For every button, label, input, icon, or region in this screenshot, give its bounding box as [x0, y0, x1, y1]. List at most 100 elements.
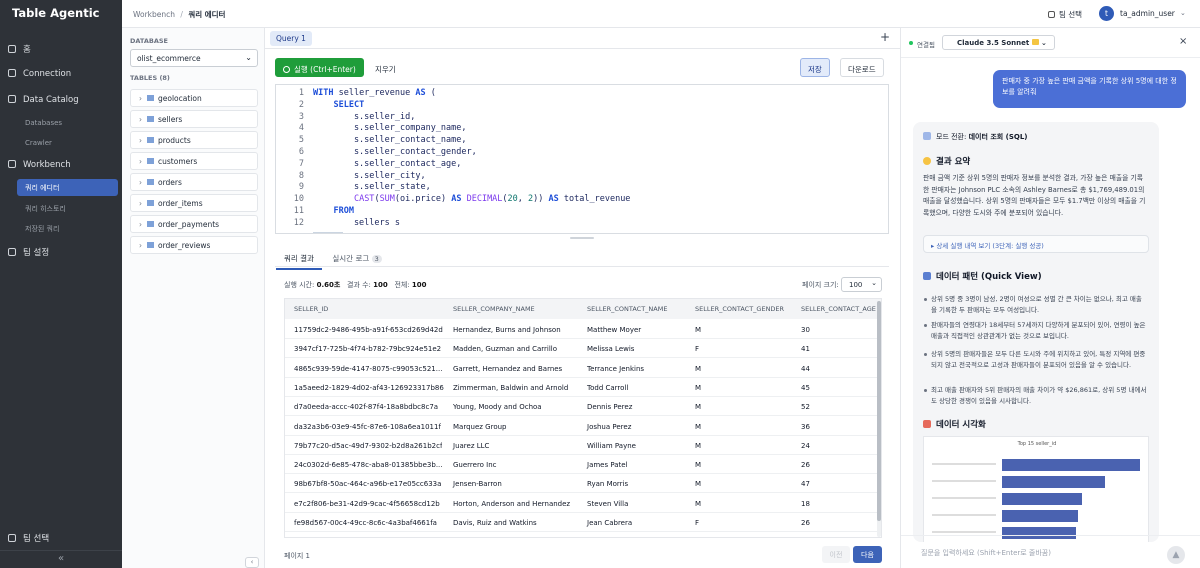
user-name[interactable]: ta_admin_user: [1120, 9, 1175, 18]
table-item[interactable]: › orders: [130, 173, 258, 191]
table-item[interactable]: › order_items: [130, 194, 258, 212]
stat-value: 0.60초: [316, 281, 341, 289]
nav-item[interactable]: Connection: [8, 69, 71, 79]
table-cell: M: [695, 364, 702, 373]
nav-label: 팀 설정: [23, 248, 50, 258]
close-button[interactable]: ×: [1179, 36, 1188, 47]
database-name: olist_ecommerce: [137, 54, 201, 63]
page-size-select[interactable]: 100 ⌄: [841, 277, 882, 292]
table-item[interactable]: › customers: [130, 152, 258, 170]
line-number: 9: [298, 182, 304, 193]
send-button[interactable]: ▲: [1167, 546, 1185, 564]
nav-sub-item[interactable]: 쿼리 히스토리: [25, 205, 66, 213]
model-name: Claude 3.5 Sonnet: [957, 39, 1030, 47]
table-cell: 24: [801, 441, 810, 450]
table-item[interactable]: › geolocation: [130, 89, 258, 107]
row-divider: [285, 357, 881, 359]
resize-handle[interactable]: [570, 237, 594, 239]
line-number: 3: [298, 111, 304, 122]
table-cell: 4865c939-59de-4147-8075-c99053c521...: [294, 364, 443, 373]
download-button[interactable]: 다운로드: [840, 58, 884, 77]
chevron[interactable]: ⌄: [1180, 9, 1186, 17]
table-cell: Matthew Moyer: [587, 326, 642, 334]
add-tab[interactable]: +: [880, 30, 891, 44]
table-cell: 1a5aeed2-1829-4d02-af43-126923317b86: [294, 383, 444, 392]
row-divider: [285, 511, 881, 513]
table-cell: Ryan Morris: [587, 480, 629, 489]
line-number: 2: [298, 99, 304, 110]
nav-sub-item-active[interactable]: 쿼리 에디터: [17, 179, 118, 196]
summary-text: 판매 금액 기준 상위 5명의 판매자 정보를 분석한 결과, 가장 높은 매출…: [923, 174, 1146, 217]
run-label: 실행 (Ctrl+Enter): [294, 65, 356, 74]
column-header[interactable]: SELLER_CONTACT_GENDER: [695, 305, 785, 313]
table-cell: M: [695, 383, 702, 392]
line-number: 6: [298, 147, 304, 157]
column-header[interactable]: SELLER_COMPANY_NAME: [453, 305, 535, 313]
line-number: 4: [298, 123, 304, 134]
table-cell: 24c0302d-6e85-478c-aba8-01385bbe3b...: [294, 461, 443, 470]
nav-item[interactable]: Workbench: [8, 160, 71, 170]
results-tab[interactable]: 쿼리 결과: [276, 251, 322, 270]
code-line: s.seller_state,: [313, 182, 431, 193]
section-title-text: 데이터 시각화: [936, 420, 986, 430]
team-select[interactable]: 팀 선택: [8, 532, 49, 544]
brand: Table Agentic: [12, 6, 100, 20]
code-editor[interactable]: 1 WITH seller_revenue AS (2 SELECT 3 s.sel…: [275, 84, 889, 234]
user-message: 판매자 중 가장 높은 판매 금액을 기록한 상위 5명에 대한 정보를 알려줘: [993, 70, 1186, 108]
team-select[interactable]: 팀 선택: [1048, 9, 1082, 20]
table-name: products: [158, 136, 191, 145]
column-header[interactable]: SELLER_ID: [294, 305, 329, 313]
prev-button[interactable]: 이전: [822, 546, 850, 563]
table-item[interactable]: › order_payments: [130, 215, 258, 233]
database-select[interactable]: olist_ecommerce ⌄: [130, 49, 258, 67]
chart-thumbnail-title: Top 15 seller_id: [1017, 441, 1057, 447]
table-item[interactable]: › order_reviews: [130, 236, 258, 254]
table-cell: Juarez LLC: [453, 441, 490, 450]
column-header[interactable]: SELLER_CONTACT_NAME: [587, 305, 668, 313]
section-title: 데이터 패턴 (Quick View): [923, 270, 1042, 282]
row-divider: [285, 434, 881, 436]
table-cell: Davis, Ruiz and Watkins: [453, 519, 537, 527]
query-tab[interactable]: Query 1: [270, 31, 312, 46]
table-cell: Jean Cabrera: [587, 519, 633, 527]
section-title: 데이터 시각화: [923, 418, 986, 430]
chat-input[interactable]: 질문을 입력하세요 (Shift+Enter로 줄바꿈): [921, 549, 1051, 557]
table-name: orders: [158, 178, 182, 187]
table-name: order_items: [158, 199, 203, 208]
model-select[interactable]: Claude 3.5 Sonnet ⌄: [942, 35, 1055, 50]
logs-tab[interactable]: 실시간 로그 3: [324, 251, 389, 268]
run-button[interactable]: 실행 (Ctrl+Enter): [275, 58, 364, 77]
next-button[interactable]: 다음: [853, 546, 882, 563]
code-line: s.seller_contact_name,: [313, 135, 467, 146]
nav-sub-item[interactable]: 저장된 쿼리: [25, 225, 60, 233]
avatar[interactable]: t: [1099, 6, 1114, 21]
details-toggle[interactable]: ▸ 상세 실행 내역 보기 (3단계: 실행 성공): [923, 235, 1149, 253]
nav-item[interactable]: 팀 설정: [8, 246, 49, 258]
table-cell: Guerrero Inc: [453, 461, 497, 470]
scrollbar[interactable]: [877, 301, 881, 537]
table-item[interactable]: › sellers: [130, 110, 258, 128]
nav-item[interactable]: Data Catalog: [8, 95, 79, 105]
table-cell: M: [695, 499, 702, 508]
table-cell: F: [695, 345, 700, 354]
nav-item[interactable]: 홈: [8, 43, 31, 55]
table-cell: Hernandez, Burns and Johnson: [453, 326, 561, 334]
clear-button[interactable]: 지우기: [367, 58, 404, 77]
nav-sub-item[interactable]: Databases: [25, 119, 63, 127]
table-item[interactable]: › products: [130, 131, 258, 149]
table-cell: fe98d567-00c4-49cc-8c6c-4a3baf4661fa: [294, 519, 437, 527]
save-button[interactable]: 저장: [800, 58, 830, 77]
table-cell: da32a3b6-03e9-45fc-87e6-108a6ea1011f: [294, 422, 441, 431]
row-divider: [285, 415, 881, 417]
table-cell: 11759dc2-9486-495b-a91f-653cd269d42d: [294, 326, 443, 334]
table-cell: 98b67bf8-50ac-464c-a96b-e17e05cc633a: [294, 480, 442, 489]
panel-toggle[interactable]: ‹: [245, 557, 259, 568]
table-cell: 3947cf17-725b-4f74-b782-79bc924e51e2: [294, 345, 442, 354]
table-cell: 47: [801, 480, 810, 489]
breadcrumb-link[interactable]: Workbench: [133, 10, 175, 19]
nav-sub-item[interactable]: Crawler: [25, 139, 52, 147]
collapse-button[interactable]: «: [0, 550, 122, 568]
column-header[interactable]: SELLER_CONTACT_AGE: [801, 305, 876, 313]
clear-label: 지우기: [375, 65, 396, 74]
